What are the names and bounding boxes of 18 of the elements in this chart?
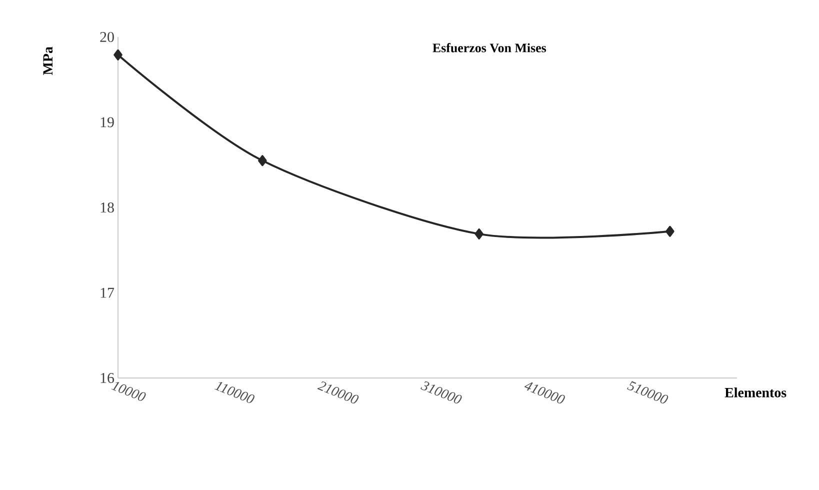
x-tick-label: 510000 [627,381,668,404]
x-axis-title: Elementos [724,388,786,398]
y-axis-title: MPa [43,46,53,75]
y-tick-label: 17 [100,288,114,298]
x-tick-label: 110000 [214,382,255,404]
y-tick-label: 16 [100,372,114,384]
x-tick-label: 210000 [317,381,359,404]
x-tick-label: 10000 [111,382,146,401]
y-tick-label: 19 [100,117,114,128]
chart-title: Esfuerzos Von Mises [432,43,546,52]
y-tick-label: 18 [100,202,114,213]
x-tick-label: 310000 [420,381,462,404]
y-tick-label: 20 [100,32,114,42]
point [114,49,122,60]
point [474,228,484,240]
point [258,155,267,166]
point [666,226,674,237]
x-tick-label: 410000 [524,382,565,404]
